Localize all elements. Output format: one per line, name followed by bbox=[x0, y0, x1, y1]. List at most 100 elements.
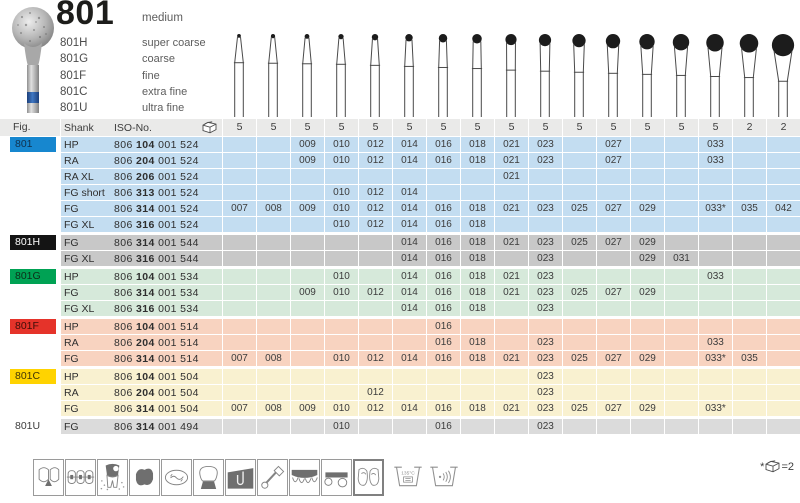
fig-cell bbox=[0, 335, 60, 350]
size-cell-010: 010 bbox=[324, 285, 358, 300]
size-cell-empty bbox=[290, 269, 324, 284]
size-cell-empty bbox=[562, 137, 596, 152]
size-cell-empty bbox=[290, 351, 324, 366]
size-cell-empty bbox=[698, 319, 732, 334]
size-cell-empty bbox=[766, 217, 800, 232]
size-cell-empty bbox=[494, 419, 528, 434]
size-cell-empty bbox=[358, 319, 392, 334]
shank-label: FG XL bbox=[64, 302, 95, 315]
size-cell-035: 035 bbox=[732, 201, 766, 216]
table-row: RA 806 204 001 514 016 018 023 033 bbox=[0, 335, 800, 350]
size-cell-023: 023 bbox=[528, 153, 562, 168]
size-cell-021: 021 bbox=[494, 285, 528, 300]
size-cell-009: 009 bbox=[290, 401, 324, 416]
pack-qty-035: 2 bbox=[732, 119, 766, 136]
size-cell-023: 023 bbox=[528, 235, 562, 250]
size-cell-016: 016 bbox=[426, 269, 460, 284]
size-cell-empty bbox=[324, 385, 358, 400]
fig-chip-801G: 801G bbox=[10, 269, 56, 284]
bur-drawing-008 bbox=[256, 31, 290, 117]
size-cell-018: 018 bbox=[460, 401, 494, 416]
size-cell-empty bbox=[732, 217, 766, 232]
size-cell-empty bbox=[256, 235, 290, 250]
size-cell-012: 012 bbox=[358, 137, 392, 152]
size-cell-010: 010 bbox=[324, 185, 358, 200]
shank-iso-cell: FG XL 806 316 001 534 bbox=[60, 301, 222, 316]
size-cell-empty bbox=[732, 335, 766, 350]
size-cell-012: 012 bbox=[358, 401, 392, 416]
tray-icons: 135°C bbox=[393, 462, 465, 490]
fig-cell bbox=[0, 217, 60, 232]
bur-drawing-018 bbox=[460, 31, 494, 117]
size-cell-empty bbox=[766, 419, 800, 434]
pack-qty-025: 5 bbox=[562, 119, 596, 136]
fig-chip-801F: 801F bbox=[10, 319, 56, 334]
size-cell-empty bbox=[494, 319, 528, 334]
size-cell-empty bbox=[766, 335, 800, 350]
size-cell-empty bbox=[664, 301, 698, 316]
fig-chip-801H: 801H bbox=[10, 235, 56, 250]
size-cell-empty bbox=[698, 369, 732, 384]
size-cell-empty bbox=[222, 251, 256, 266]
size-cell-empty bbox=[290, 319, 324, 334]
size-cell-empty bbox=[596, 185, 630, 200]
iso-number: 806 104 001 514 bbox=[114, 320, 199, 333]
shank-iso-cell: RA 806 204 001 524 bbox=[60, 153, 222, 168]
iso-number: 806 104 001 524 bbox=[114, 138, 199, 151]
bur-drawing-009 bbox=[290, 31, 324, 117]
pack-qty-042: 2 bbox=[766, 119, 800, 136]
size-cell-025: 025 bbox=[562, 351, 596, 366]
shank-iso-cell: FG XL 806 316 001 524 bbox=[60, 217, 222, 232]
size-cell-empty bbox=[290, 217, 324, 232]
size-cell-empty bbox=[528, 169, 562, 184]
size-cell-014: 014 bbox=[392, 401, 426, 416]
size-cell-016: 016 bbox=[426, 335, 460, 350]
size-cell-empty bbox=[460, 385, 494, 400]
fig-cell bbox=[0, 401, 60, 416]
size-cell-empty bbox=[222, 335, 256, 350]
size-cell-023: 023 bbox=[528, 369, 562, 384]
size-cell-029: 029 bbox=[630, 235, 664, 250]
size-cell-empty bbox=[732, 137, 766, 152]
size-cell-029: 029 bbox=[630, 201, 664, 216]
size-cell-empty bbox=[766, 153, 800, 168]
fig-cell bbox=[0, 185, 60, 200]
size-cell-009: 009 bbox=[290, 201, 324, 216]
size-cell-021: 021 bbox=[494, 351, 528, 366]
shank-label: HP bbox=[64, 270, 79, 283]
ultrasonic-cleanable-icon bbox=[429, 462, 459, 490]
size-cell-023: 023 bbox=[528, 269, 562, 284]
size-cell-empty bbox=[664, 419, 698, 434]
size-cell-empty bbox=[698, 301, 732, 316]
size-cell-027: 027 bbox=[596, 153, 630, 168]
size-cell-empty bbox=[494, 335, 528, 350]
group-801H: 801H FG 806 314 001 544 014 016 018 021 023 025 0… bbox=[0, 235, 800, 266]
size-cell-empty bbox=[358, 369, 392, 384]
package-icon bbox=[202, 121, 217, 134]
iso-shank-code: 104 bbox=[136, 320, 155, 333]
group-801C: 801C HP 806 104 001 504 023 RA 806 204 001 50… bbox=[0, 369, 800, 416]
shank-label: FG bbox=[64, 286, 79, 299]
size-cell-023: 023 bbox=[528, 301, 562, 316]
size-cell-empty bbox=[766, 235, 800, 250]
iso-shank-code: 104 bbox=[136, 270, 155, 283]
size-cell-empty bbox=[630, 269, 664, 284]
size-cell-empty bbox=[732, 251, 766, 266]
iso-shank-code: 314 bbox=[136, 202, 155, 215]
pack-qty-007: 5 bbox=[222, 119, 256, 136]
iso-shank-code: 204 bbox=[136, 386, 155, 399]
size-cell-empty bbox=[562, 153, 596, 168]
shank-iso-cell: HP 806 104 001 534 bbox=[60, 269, 222, 284]
size-cell-empty bbox=[256, 153, 290, 168]
size-cell-empty bbox=[290, 169, 324, 184]
size-cell-018: 018 bbox=[460, 217, 494, 232]
size-cell-empty bbox=[664, 285, 698, 300]
size-cell-029: 029 bbox=[630, 351, 664, 366]
size-cell-empty bbox=[664, 351, 698, 366]
size-cell-014: 014 bbox=[392, 301, 426, 316]
bur-drawing-012 bbox=[358, 31, 392, 117]
shank-iso-cell: HP 806 104 001 514 bbox=[60, 319, 222, 334]
bur-drawing-023 bbox=[528, 31, 562, 117]
variant-row: 801F fine bbox=[60, 68, 206, 84]
size-cell-012: 012 bbox=[358, 285, 392, 300]
